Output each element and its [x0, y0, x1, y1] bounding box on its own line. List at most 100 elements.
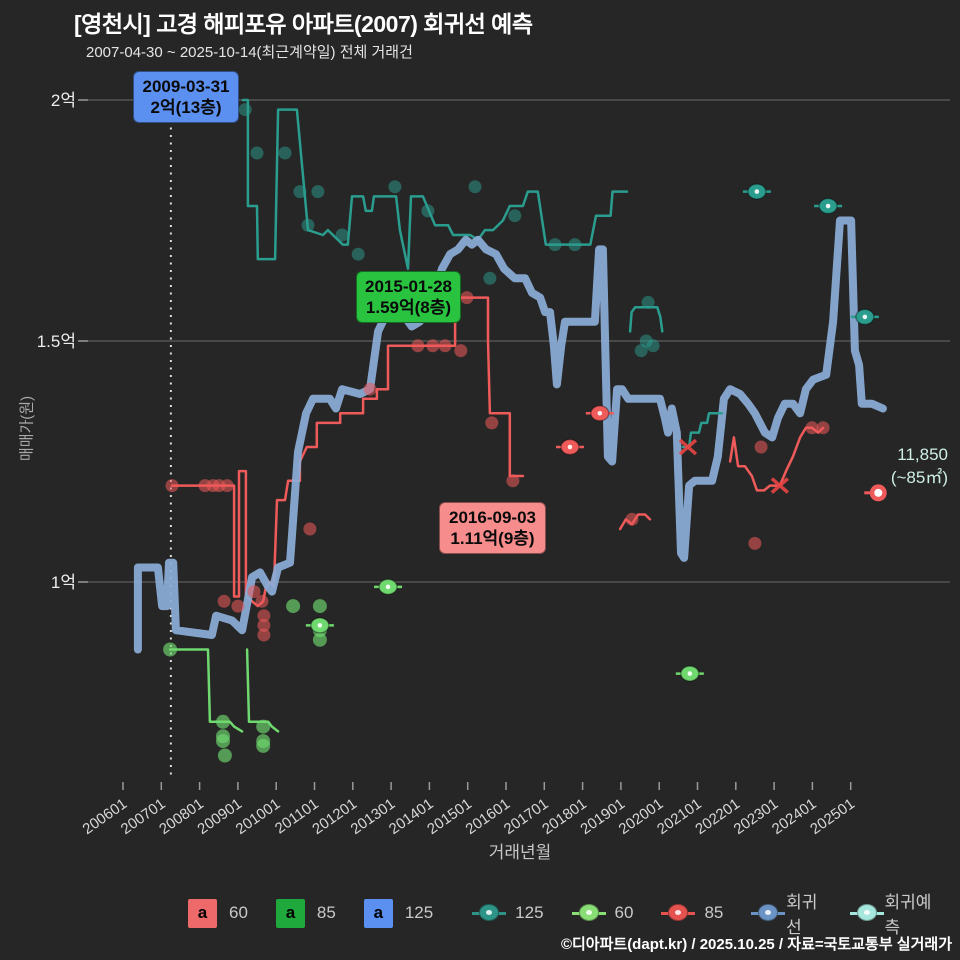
scatter-dot-125	[634, 344, 648, 358]
scatter-dot-60	[216, 734, 230, 749]
scatter-dot-85	[748, 536, 762, 550]
scatter-dot-125	[388, 180, 402, 194]
scatter-dot-85	[257, 618, 271, 632]
series-125-line	[628, 306, 664, 333]
x-tick-label: 202501	[807, 795, 858, 838]
legend-series-85[interactable]: 85	[661, 903, 723, 923]
legend-series-회귀예측[interactable]: 회귀예측	[849, 888, 932, 938]
legend-size-label: 60	[229, 903, 248, 922]
scatter-dot-125	[468, 180, 482, 194]
scatter-dot-60	[217, 748, 232, 763]
series-60-line	[245, 648, 280, 733]
scatter-dot-125	[278, 146, 292, 160]
legend-series-marker-icon	[849, 903, 884, 923]
legend-marker-highlight	[486, 910, 493, 915]
marker-125	[825, 203, 831, 209]
legend-size-label: 85	[316, 903, 336, 922]
annotation-price: 1.59억(8층)	[365, 298, 452, 317]
source-credit: ©디아파트(dapt.kr) / 2025.10.25 / 자료=국토교통부 실…	[560, 936, 952, 953]
scatter-dot-125	[568, 238, 582, 252]
scatter-dot-125	[508, 209, 522, 223]
legend-size-swatch: a	[275, 898, 305, 928]
page-subtitle: 2007-04-30 ~ 2025-10-14(최근계약일) 전체 거래건	[86, 44, 413, 61]
legend-series-label: 125	[515, 903, 544, 922]
legend-series-label: 85	[704, 903, 724, 922]
legend-size-60[interactable]: a 60	[188, 898, 248, 928]
marker-125	[754, 189, 760, 194]
scatter-dot-85	[805, 421, 819, 435]
scatter-dot-125	[351, 247, 365, 261]
series-85-line	[170, 296, 525, 608]
series-125-line	[241, 98, 629, 270]
annotation-date: 2015-01-28	[365, 277, 452, 296]
annotation-sale-60: 2016-09-03 1.11억(9층)	[439, 502, 546, 554]
legend-marker-highlight	[675, 910, 682, 915]
scatter-dot-85	[303, 522, 317, 536]
scatter-dot-85	[257, 609, 271, 623]
legend-size-swatch: a	[188, 898, 217, 928]
y-axis-title: 매매가(원)	[18, 395, 36, 462]
legend-series-marker-icon	[571, 903, 606, 923]
y-tick-label: 1억	[51, 573, 76, 592]
scatter-dot-85	[220, 479, 234, 493]
scatter-dot-60	[256, 719, 271, 734]
y-tick-label: 2억	[51, 91, 76, 110]
legend-marker-highlight	[765, 910, 772, 915]
scatter-dot-85	[411, 339, 425, 353]
marker-60	[385, 584, 391, 590]
scatter-dot-85	[257, 628, 271, 642]
scatter-dot-125	[301, 218, 315, 232]
legend-series-label: 회귀예측	[884, 893, 932, 937]
prediction-value-label: 11,850 (~85㎡)	[862, 443, 948, 489]
page-title: [영천시] 고경 해피포유 아파트(2007) 회귀선 예측	[74, 11, 533, 37]
scatter-dot-85	[438, 339, 452, 353]
scatter-dot-125	[238, 103, 252, 117]
scatter-dot-85	[217, 594, 231, 608]
scatter-dot-85	[485, 416, 499, 430]
scatter-dot-60	[286, 599, 301, 614]
regression-line	[133, 216, 887, 654]
legend-size-swatch: a	[363, 898, 393, 928]
scatter-dot-85	[426, 339, 440, 353]
scatter-dot-85	[454, 344, 468, 358]
legend-series-label: 60	[614, 903, 634, 922]
annotation-price: 1.11억(9층)	[450, 529, 535, 548]
y-tick-label: 1.5억	[37, 332, 76, 351]
marker-85	[597, 411, 603, 416]
legend-series-label: 회귀선	[786, 893, 818, 937]
annotation-price: 2억(13층)	[150, 98, 222, 117]
scatter-dot-125	[641, 295, 655, 309]
annotation-date: 2009-03-31	[142, 77, 230, 96]
scatter-dot-125	[646, 339, 660, 353]
scatter-dot-60	[312, 632, 327, 647]
scatter-dot-60	[216, 714, 230, 729]
scatter-dot-85	[460, 291, 474, 305]
legend-series-60[interactable]: 60	[571, 903, 634, 923]
x-axis-title: 거래년월	[488, 843, 552, 862]
chart-legend: a 60 a 85 a 125 125 60 85 회귀선 회귀예측	[188, 888, 960, 938]
x-marker	[678, 438, 698, 456]
legend-series-marker-icon	[751, 903, 786, 923]
annotation-highest-sale: 2009-03-31 2억(13층)	[133, 71, 239, 123]
scatter-dot-85	[231, 599, 245, 613]
legend-series-125[interactable]: 125	[472, 903, 544, 923]
x-tick-label: 201001	[233, 795, 284, 838]
scatter-dot-85	[247, 585, 261, 599]
scatter-dot-125	[483, 271, 497, 285]
legend-marker-highlight	[585, 910, 592, 915]
scatter-dot-125	[335, 228, 349, 242]
scatter-dot-85	[754, 440, 768, 454]
scatter-dot-125	[421, 204, 435, 218]
scatter-dot-85	[816, 421, 830, 435]
series-60-line	[168, 648, 244, 733]
scatter-dot-85	[165, 479, 179, 493]
marker-60	[687, 671, 693, 676]
legend-size-125[interactable]: a 125	[363, 898, 433, 928]
legend-series-회귀선[interactable]: 회귀선	[751, 888, 821, 938]
scatter-dot-125	[548, 238, 562, 252]
annotation-date: 2016-09-03	[449, 508, 536, 527]
scatter-dot-85	[255, 594, 269, 608]
legend-size-85[interactable]: a 85	[275, 898, 336, 928]
